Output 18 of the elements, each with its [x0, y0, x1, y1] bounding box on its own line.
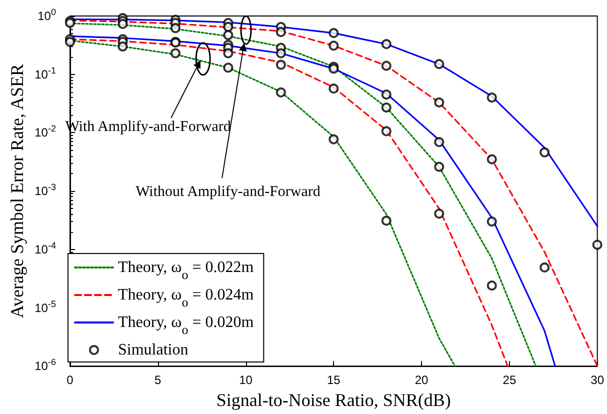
x-tick-label: 15: [326, 373, 341, 388]
y-tick-label: 10$^{-3}$: [34, 182, 56, 198]
y-tick-label: 10$^{-1}$: [34, 65, 56, 82]
annotation: Without Amplify-and-Forward: [136, 184, 321, 201]
legend-label: Simulation: [118, 342, 188, 358]
x-tick-label: 10: [239, 373, 253, 388]
x-tick-label: 25: [502, 373, 516, 388]
y-tick-label: 10$^{0}$: [38, 7, 56, 23]
x-tick-label: 20: [414, 373, 429, 388]
x-axis-title: Signal-to-Noise Ratio, SNR(dB): [216, 390, 451, 410]
y-tick-label: 10$^{-5}$: [34, 298, 56, 315]
y-tick-label: 10$^{-4}$: [34, 240, 56, 256]
y-tick-label: 10$^{-2}$: [34, 124, 56, 140]
y-axis-title: Average Symbol Error Rate, ASER: [7, 64, 27, 318]
y-tick-label: 10$^{-6}$: [34, 357, 56, 374]
x-tick-label: 5: [154, 373, 162, 388]
x-tick-label: 0: [66, 373, 74, 388]
x-tick-label: 30: [590, 373, 604, 388]
